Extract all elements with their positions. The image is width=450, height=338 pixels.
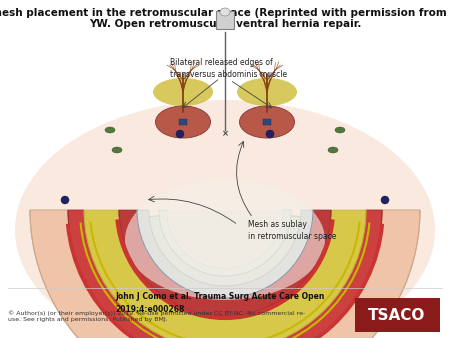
Ellipse shape xyxy=(239,106,294,138)
Wedge shape xyxy=(169,210,281,266)
Text: © Author(s) (or their employer(s)) 2019. Re-use permitted under CC BY-NC. No com: © Author(s) (or their employer(s)) 2019.… xyxy=(8,310,305,322)
Ellipse shape xyxy=(335,127,345,133)
Wedge shape xyxy=(159,210,291,276)
Circle shape xyxy=(176,130,184,138)
Text: Mesh as sublay
in retromuscular space: Mesh as sublay in retromuscular space xyxy=(248,220,337,241)
FancyBboxPatch shape xyxy=(263,119,271,125)
Ellipse shape xyxy=(153,78,213,106)
Circle shape xyxy=(266,130,274,138)
Ellipse shape xyxy=(156,106,211,138)
Ellipse shape xyxy=(328,147,338,153)
FancyBboxPatch shape xyxy=(179,119,187,125)
Text: John J Como et al. Trauma Surg Acute Care Open
2019;4:e000268: John J Como et al. Trauma Surg Acute Car… xyxy=(115,292,324,313)
Text: YW. Open retromuscular ventral hernia repair.: YW. Open retromuscular ventral hernia re… xyxy=(89,19,361,29)
Ellipse shape xyxy=(237,78,297,106)
Ellipse shape xyxy=(125,180,325,300)
Ellipse shape xyxy=(15,100,435,338)
Circle shape xyxy=(61,196,69,204)
Wedge shape xyxy=(137,210,313,298)
FancyBboxPatch shape xyxy=(355,298,440,332)
Ellipse shape xyxy=(112,147,122,153)
FancyBboxPatch shape xyxy=(216,11,234,29)
Wedge shape xyxy=(149,216,301,286)
Wedge shape xyxy=(119,210,331,316)
Text: TSACO: TSACO xyxy=(368,308,426,322)
Wedge shape xyxy=(84,210,366,338)
Ellipse shape xyxy=(220,8,230,16)
Ellipse shape xyxy=(105,127,115,133)
Text: Bilateral released edges of
transversus abdominis muscle: Bilateral released edges of transversus … xyxy=(170,58,287,79)
Wedge shape xyxy=(167,210,283,268)
Text: ×: × xyxy=(221,129,229,139)
Wedge shape xyxy=(68,210,382,338)
Circle shape xyxy=(381,196,389,204)
Text: Sublay mesh placement in the retromuscular space (Reprinted with permission from: Sublay mesh placement in the retromuscul… xyxy=(0,8,450,18)
Wedge shape xyxy=(30,210,420,338)
